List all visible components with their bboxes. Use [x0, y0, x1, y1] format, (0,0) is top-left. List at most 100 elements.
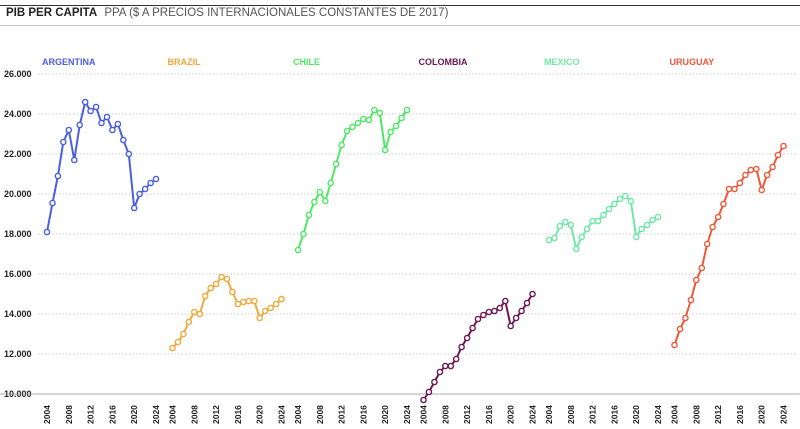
data-point [480, 311, 487, 319]
data-point [360, 115, 367, 123]
data-point [338, 141, 345, 149]
data-point [185, 318, 193, 326]
x-tick-label: 2024 [151, 405, 161, 424]
data-point [447, 362, 455, 370]
x-tick-label: 2020 [129, 405, 139, 424]
data-point [201, 292, 209, 300]
data-point [267, 304, 274, 312]
data-point [463, 334, 471, 342]
data-point [616, 195, 624, 203]
data-point [109, 126, 116, 134]
data-point [736, 179, 744, 187]
data-point [387, 128, 394, 136]
data-point [556, 222, 564, 230]
data-point [501, 297, 509, 305]
x-tick-label: 2012 [713, 405, 723, 424]
x-tick-label: 2024 [402, 405, 412, 424]
data-point [676, 325, 684, 333]
data-point [81, 98, 89, 106]
data-point [469, 324, 476, 332]
data-point [278, 295, 285, 303]
x-tick-label: 2016 [735, 405, 745, 424]
data-point [649, 216, 656, 224]
data-point [54, 172, 62, 180]
x-tick-label: 2004 [168, 405, 178, 424]
data-point [403, 106, 411, 114]
x-tick-label: 2004 [544, 405, 554, 424]
data-point [682, 314, 689, 322]
data-point [229, 288, 236, 296]
x-tick-label: 2024 [653, 405, 663, 424]
x-tick-label: 2008 [315, 405, 325, 424]
data-point [245, 297, 253, 305]
data-point [491, 307, 498, 315]
x-tick-label: 2024 [528, 405, 538, 424]
data-point [632, 233, 640, 241]
data-point [207, 284, 214, 292]
data-point [376, 109, 384, 117]
x-tick-label: 2008 [691, 405, 701, 424]
data-point [562, 218, 569, 226]
panel-title: BRAZIL [168, 57, 201, 67]
y-tick-label: 20.000 [4, 189, 32, 199]
data-point [381, 146, 389, 154]
data-point [725, 185, 733, 193]
y-tick-label: 14.000 [4, 309, 32, 319]
x-tick-label: 2020 [506, 405, 516, 424]
x-tick-label: 2012 [462, 405, 472, 424]
data-point [425, 388, 433, 396]
x-tick-label: 2020 [255, 405, 265, 424]
x-tick-label: 2012 [588, 405, 598, 424]
data-point [485, 308, 493, 316]
data-point [578, 233, 586, 241]
data-point [441, 362, 449, 370]
data-point [92, 103, 100, 111]
data-point [714, 213, 722, 221]
data-point [190, 308, 198, 316]
data-point [551, 234, 558, 242]
data-point [196, 310, 204, 318]
data-point [343, 127, 351, 135]
data-point [98, 119, 105, 127]
data-point [250, 297, 258, 305]
data-point [240, 298, 247, 306]
data-point [256, 314, 264, 322]
data-point [600, 211, 607, 219]
y-tick-label: 24.000 [4, 109, 32, 119]
data-point [125, 150, 133, 158]
x-tick-label: 2016 [484, 405, 494, 424]
data-point [120, 136, 127, 144]
data-point [747, 166, 755, 174]
data-point [327, 179, 335, 187]
x-tick-label: 2016 [358, 405, 368, 424]
data-point [169, 344, 176, 352]
title-top-rule [0, 5, 800, 6]
data-point [774, 151, 782, 159]
title-bottom-rule [0, 25, 800, 26]
data-point [370, 106, 378, 114]
x-tick-label: 2008 [64, 405, 74, 424]
data-point [392, 122, 400, 130]
y-tick-label: 18.000 [4, 229, 32, 239]
data-point [294, 246, 302, 254]
x-tick-label: 2004 [42, 405, 52, 424]
data-point [458, 343, 465, 351]
data-point [365, 116, 373, 124]
data-point [349, 123, 356, 131]
data-point [71, 156, 78, 164]
data-point [114, 120, 122, 128]
data-point [136, 190, 143, 198]
data-point [332, 160, 340, 168]
data-point [545, 236, 553, 244]
data-point [76, 121, 83, 129]
data-point [49, 199, 56, 207]
data-point [65, 126, 73, 134]
x-tick-label: 2004 [419, 405, 429, 424]
data-point [87, 107, 94, 115]
data-point [147, 179, 154, 187]
data-point [703, 240, 711, 248]
data-point [305, 211, 313, 219]
data-point [60, 138, 67, 146]
data-point [420, 396, 427, 404]
